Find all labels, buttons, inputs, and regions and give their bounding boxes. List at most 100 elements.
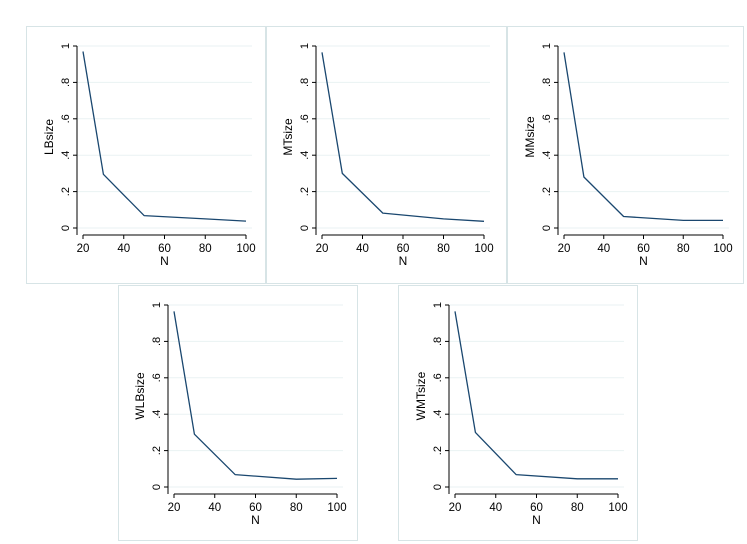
data-point bbox=[234, 473, 236, 475]
y-tick-label: .8 bbox=[299, 78, 311, 87]
data-point bbox=[173, 310, 175, 312]
y-axis-title: WMTsize bbox=[414, 371, 428, 420]
chart-panel-wmtsize: 0 .2 .4 .6 .8 1 20 40 60 80 100 WMTsize N bbox=[398, 285, 638, 541]
y-tick-label: .8 bbox=[151, 337, 163, 346]
data-point bbox=[563, 51, 565, 53]
data-point bbox=[336, 477, 338, 479]
chart-svg: 0 .2 .4 .6 .8 1 20 40 60 80 100 LBsize N bbox=[26, 26, 266, 284]
data-point bbox=[442, 218, 444, 220]
panel-frame bbox=[118, 285, 358, 541]
y-tick-label: .4 bbox=[60, 151, 72, 160]
y-tick-label: .8 bbox=[541, 78, 553, 87]
panel-frame bbox=[26, 26, 266, 284]
x-tick-label: 80 bbox=[437, 243, 450, 255]
x-axis-title: N bbox=[160, 254, 169, 268]
y-tick-label: .2 bbox=[299, 187, 311, 196]
y-tick-label: .4 bbox=[432, 410, 444, 419]
x-tick-label: 20 bbox=[316, 243, 329, 255]
y-tick-label: .2 bbox=[60, 187, 72, 196]
x-tick-label: 40 bbox=[356, 243, 369, 255]
x-tick-label: 40 bbox=[597, 243, 610, 255]
chart-panel-mtsize: 0 .2 .4 .6 .8 1 20 40 60 80 100 MTsize N bbox=[266, 26, 507, 284]
series-line bbox=[173, 311, 338, 480]
data-point bbox=[382, 212, 384, 214]
y-tick-label: .6 bbox=[151, 373, 163, 382]
x-tick-label: 100 bbox=[608, 502, 627, 514]
chart-panel-lbsize: 0 .2 .4 .6 .8 1 20 40 60 80 100 LBsize N bbox=[26, 26, 266, 284]
y-tick-label: 0 bbox=[541, 225, 553, 231]
data-point bbox=[474, 431, 476, 433]
data-point bbox=[515, 473, 517, 475]
y-tick-label: .6 bbox=[541, 114, 553, 123]
x-tick-label: 60 bbox=[397, 243, 410, 255]
y-tick-label: 1 bbox=[299, 43, 311, 49]
y-tick-label: .8 bbox=[432, 337, 444, 346]
data-point bbox=[583, 176, 585, 178]
y-tick-label: 0 bbox=[60, 225, 72, 231]
y-tick-label: .6 bbox=[299, 114, 311, 123]
data-point bbox=[321, 51, 323, 53]
x-tick-label: 60 bbox=[249, 502, 262, 514]
y-tick-label: 1 bbox=[432, 302, 444, 308]
chart-panel-wlbsize: 0 .2 .4 .6 .8 1 20 40 60 80 100 WLBsize N bbox=[118, 285, 358, 541]
y-tick-label: 1 bbox=[541, 43, 553, 49]
x-tick-label: 20 bbox=[168, 502, 181, 514]
x-tick-label: 80 bbox=[571, 502, 584, 514]
y-tick-label: .4 bbox=[299, 151, 311, 160]
data-point bbox=[245, 220, 247, 222]
x-axis-title: N bbox=[399, 254, 408, 268]
x-tick-label: 100 bbox=[236, 243, 255, 255]
data-point bbox=[576, 478, 578, 480]
y-axis-title: MTsize bbox=[281, 118, 295, 156]
y-tick-label: .4 bbox=[541, 151, 553, 160]
x-tick-label: 20 bbox=[558, 243, 571, 255]
y-tick-label: .6 bbox=[432, 373, 444, 382]
y-tick-label: 1 bbox=[60, 43, 72, 49]
y-tick-label: .2 bbox=[432, 446, 444, 455]
x-tick-label: 60 bbox=[637, 243, 650, 255]
series-line bbox=[563, 52, 723, 222]
x-tick-label: 40 bbox=[208, 502, 221, 514]
data-point bbox=[102, 173, 104, 175]
chart-svg: 0 .2 .4 .6 .8 1 20 40 60 80 100 WLBsize N bbox=[118, 285, 358, 541]
x-axis-title: N bbox=[251, 513, 260, 527]
series-line bbox=[82, 51, 247, 222]
x-tick-label: 100 bbox=[713, 243, 732, 255]
data-point bbox=[454, 310, 456, 312]
x-tick-label: 20 bbox=[77, 243, 90, 255]
x-tick-label: 60 bbox=[530, 502, 543, 514]
x-tick-label: 80 bbox=[199, 243, 212, 255]
panel-frame bbox=[398, 285, 638, 541]
data-point bbox=[483, 220, 485, 222]
y-axis-title: WLBsize bbox=[133, 372, 147, 420]
x-axis-title: N bbox=[532, 513, 541, 527]
chart-svg: 0 .2 .4 .6 .8 1 20 40 60 80 100 MTsize N bbox=[266, 26, 507, 284]
data-point bbox=[193, 433, 195, 435]
x-tick-label: 40 bbox=[489, 502, 502, 514]
data-point bbox=[295, 478, 297, 480]
panel-frame bbox=[507, 26, 744, 284]
chart-svg: 0 .2 .4 .6 .8 1 20 40 60 80 100 MMsize N bbox=[507, 26, 744, 284]
data-point bbox=[682, 219, 684, 221]
y-tick-label: .6 bbox=[60, 114, 72, 123]
x-tick-label: 20 bbox=[449, 502, 462, 514]
x-tick-label: 80 bbox=[290, 502, 303, 514]
y-tick-label: .2 bbox=[541, 187, 553, 196]
panel-frame bbox=[266, 26, 507, 284]
y-tick-label: .2 bbox=[151, 446, 163, 455]
y-tick-label: 0 bbox=[299, 225, 311, 231]
y-tick-label: .4 bbox=[151, 410, 163, 419]
data-point bbox=[341, 172, 343, 174]
chart-panel-mmsize: 0 .2 .4 .6 .8 1 20 40 60 80 100 MMsize N bbox=[507, 26, 744, 284]
x-tick-label: 100 bbox=[327, 502, 346, 514]
y-tick-label: 0 bbox=[151, 484, 163, 490]
y-axis-title: LBsize bbox=[42, 119, 56, 155]
x-tick-label: 40 bbox=[117, 243, 130, 255]
chart-svg: 0 .2 .4 .6 .8 1 20 40 60 80 100 WMTsize N bbox=[398, 285, 638, 541]
y-tick-label: .8 bbox=[60, 78, 72, 87]
x-tick-label: 80 bbox=[677, 243, 690, 255]
data-point bbox=[617, 478, 619, 480]
y-tick-label: 0 bbox=[432, 484, 444, 490]
x-axis-title: N bbox=[639, 254, 648, 268]
data-point bbox=[82, 50, 84, 52]
